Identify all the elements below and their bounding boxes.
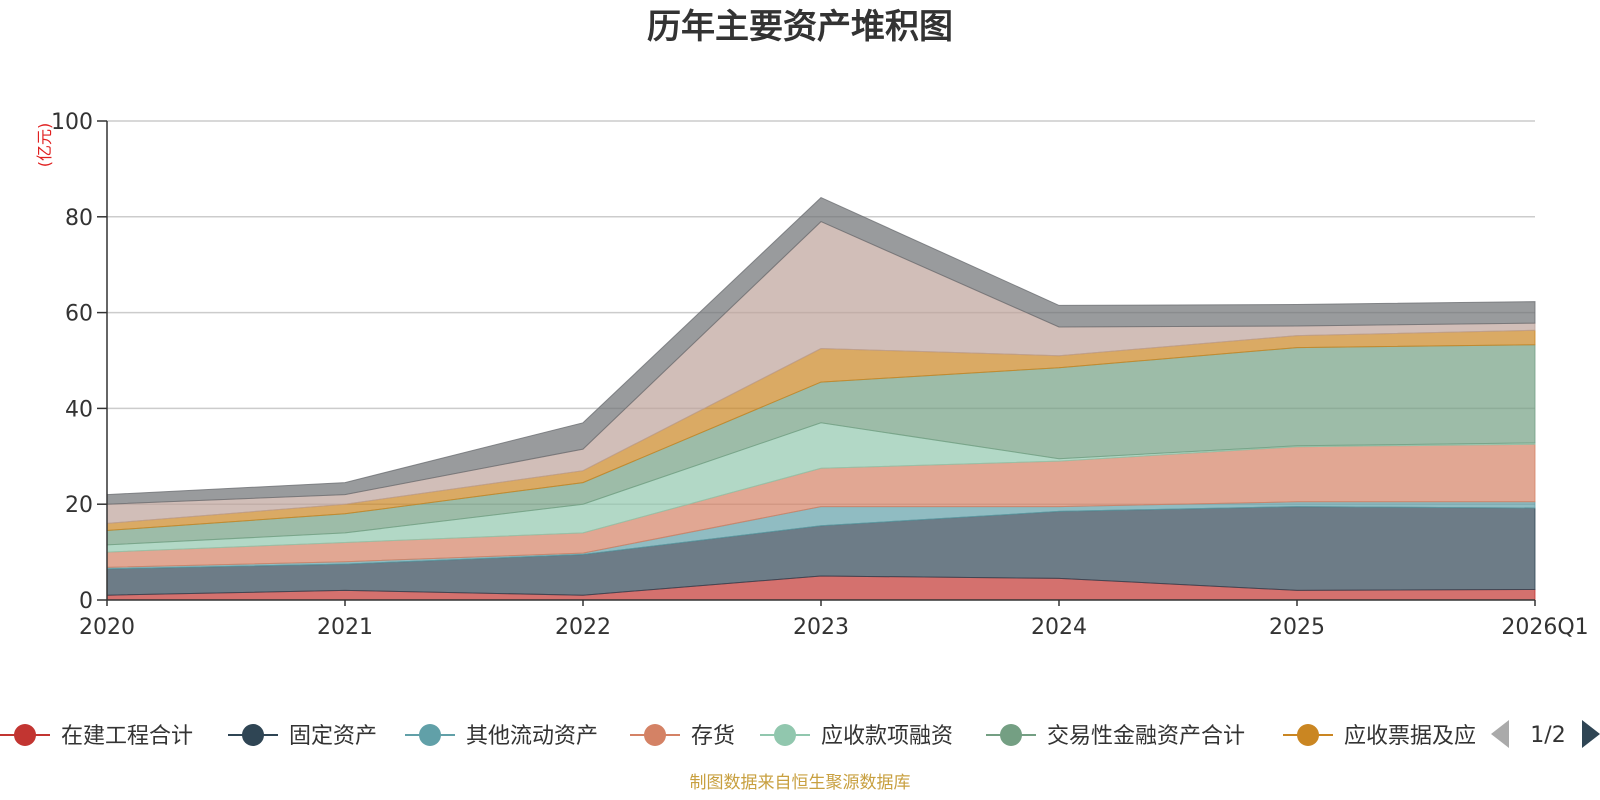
- x-tick-label: 2025: [1269, 615, 1325, 640]
- axes: 0 20 40 60 80 100 2020 2021 2022 2023 2024 2025 2026…: [51, 110, 1589, 640]
- x-tick-label: 2024: [1031, 615, 1087, 640]
- area-series-group: [106, 197, 1536, 601]
- legend-prev-page-icon[interactable]: [1491, 720, 1509, 748]
- x-tick-label: 2023: [793, 615, 849, 640]
- y-tick-label: 100: [51, 110, 93, 135]
- legend-item-5[interactable]: 交易性金融资产合计: [986, 724, 1245, 749]
- legend-marker: [644, 724, 666, 746]
- legend-label: 存货: [691, 724, 735, 749]
- y-tick-label: 0: [79, 589, 93, 614]
- x-tick-label: 2020: [79, 615, 135, 640]
- legend-marker: [1000, 724, 1022, 746]
- data-source-footer: 制图数据来自恒生聚源数据库: [690, 773, 911, 793]
- legend-marker: [774, 724, 796, 746]
- chart-title: 历年主要资产堆积图: [647, 7, 953, 47]
- legend-marker: [1297, 724, 1319, 746]
- area-series-8[interactable]: [106, 197, 1536, 505]
- legend-item-0[interactable]: 在建工程合计: [0, 724, 193, 749]
- legend-label: 在建工程合计: [61, 724, 193, 749]
- legend-item-1[interactable]: 固定资产: [228, 724, 377, 749]
- y-tick-label: 60: [65, 302, 93, 327]
- y-tick-label: 20: [65, 493, 93, 518]
- legend-label: 固定资产: [289, 724, 377, 749]
- legend-item-3[interactable]: 存货: [630, 724, 735, 749]
- legend-page-indicator: 1/2: [1530, 723, 1565, 748]
- legend-marker: [419, 724, 441, 746]
- y-tick-label: 40: [65, 397, 93, 422]
- legend-label: 其他流动资产: [466, 724, 598, 749]
- legend-label: 应收票据及应: [1344, 724, 1476, 749]
- legend-item-2[interactable]: 其他流动资产: [405, 724, 598, 749]
- legend: 在建工程合计 固定资产 其他流动资产 存货 应收款项融资 交易性金融资产合计 应收票据及应: [0, 724, 1476, 749]
- legend-label: 交易性金融资产合计: [1047, 724, 1245, 749]
- x-tick-label: 2021: [317, 615, 373, 640]
- x-tick-label: 2022: [555, 615, 611, 640]
- legend-marker: [14, 724, 36, 746]
- legend-next-page-icon[interactable]: [1582, 720, 1600, 748]
- legend-item-4[interactable]: 应收款项融资: [760, 724, 953, 749]
- legend-marker: [242, 724, 264, 746]
- legend-item-6[interactable]: 应收票据及应: [1283, 724, 1476, 749]
- legend-label: 应收款项融资: [821, 724, 953, 749]
- x-tick-label: 2026Q1: [1501, 615, 1588, 640]
- y-axis-unit-label: (亿元): [35, 123, 54, 168]
- legend-pager: 1/2: [1491, 720, 1600, 748]
- y-tick-label: 80: [65, 206, 93, 231]
